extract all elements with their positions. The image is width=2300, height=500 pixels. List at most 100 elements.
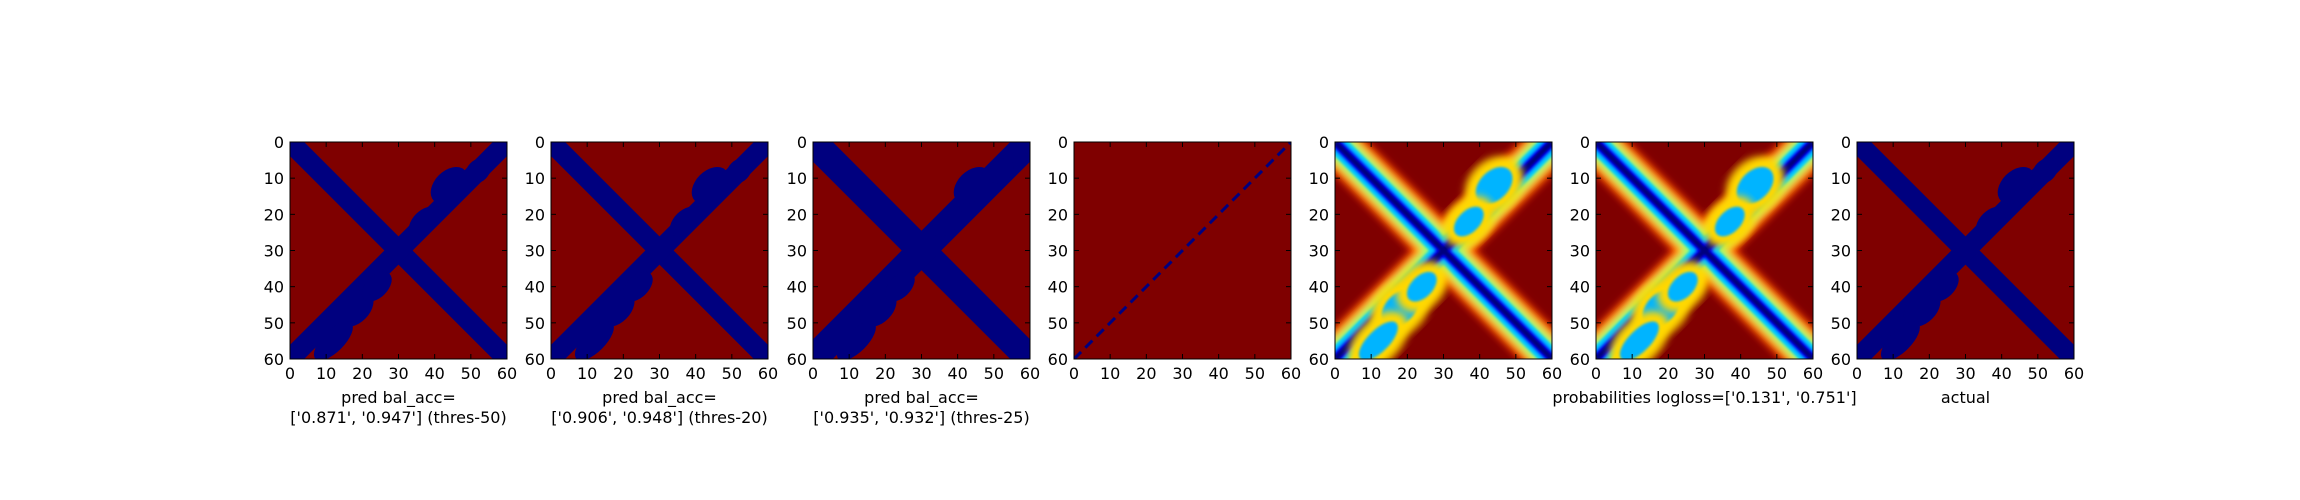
x-tick-label: 50 (1767, 364, 1787, 383)
y-tick-label: 40 (525, 278, 545, 297)
y-tick-label: 50 (787, 314, 807, 333)
y-tick-label: 0 (535, 133, 545, 152)
x-tick-label: 20 (875, 364, 895, 383)
panel-caption: pred bal_acc= (341, 388, 456, 408)
contact-blob (574, 321, 614, 359)
heatmap-image (551, 142, 768, 359)
y-tick-label: 50 (525, 314, 545, 333)
x-tick-label: 0 (808, 364, 818, 383)
contact-blob (953, 166, 991, 204)
contact-blob (691, 166, 729, 204)
x-tick-label: 0 (285, 364, 295, 383)
y-tick-label: 10 (1831, 169, 1851, 188)
x-tick-label: 10 (1361, 364, 1381, 383)
y-tick-label: 10 (787, 169, 807, 188)
y-tick-label: 50 (1570, 314, 1590, 333)
y-tick-label: 30 (1048, 242, 1068, 261)
y-tick-label: 0 (797, 133, 807, 152)
x-tick-label: 10 (1883, 364, 1903, 383)
x-tick-label: 40 (947, 364, 967, 383)
x-tick-label: 30 (1955, 364, 1975, 383)
contact-blob (1619, 321, 1659, 359)
x-tick-label: 30 (1694, 364, 1714, 383)
y-tick-label: 60 (525, 350, 545, 369)
x-tick-label: 40 (424, 364, 444, 383)
contact-blob (1975, 206, 2006, 237)
x-tick-label: 0 (546, 364, 556, 383)
panel-caption: probabilities logloss=['0.131', '0.751'] (1552, 388, 1856, 407)
y-tick-label: 0 (1841, 133, 1851, 152)
x-tick-label: 40 (685, 364, 705, 383)
x-tick-label: 10 (316, 364, 336, 383)
y-tick-label: 0 (1580, 133, 1590, 152)
x-tick-label: 0 (1069, 364, 1079, 383)
contact-blob (430, 166, 468, 204)
heatmap-image (1335, 142, 1552, 359)
y-tick-label: 20 (787, 205, 807, 224)
contact-blob (361, 271, 392, 302)
y-tick-label: 10 (1570, 169, 1590, 188)
y-tick-label: 50 (264, 314, 284, 333)
x-tick-label: 20 (1397, 364, 1417, 383)
y-tick-label: 10 (525, 169, 545, 188)
x-tick-label: 0 (1591, 364, 1601, 383)
x-tick-label: 60 (1542, 364, 1562, 383)
contact-blob (1736, 166, 1774, 204)
y-tick-label: 20 (525, 205, 545, 224)
contact-blob (1880, 321, 1920, 359)
heatmap-image (1596, 142, 1813, 359)
y-tick-label: 30 (787, 242, 807, 261)
contact-blob (1928, 271, 1959, 302)
panel-caption: pred bal_acc= (864, 388, 979, 408)
x-tick-label: 30 (911, 364, 931, 383)
y-tick-label: 20 (1309, 205, 1329, 224)
heatmap-panel-6: 0 10 20 30 40 50 600102030405060probabilities … (1552, 133, 1856, 407)
y-tick-label: 30 (1309, 242, 1329, 261)
panel-caption: ['0.906', '0.948'] (thres-20) (551, 408, 767, 427)
y-tick-label: 30 (264, 242, 284, 261)
heatmap-image (813, 142, 1030, 359)
x-tick-label: 30 (388, 364, 408, 383)
x-tick-label: 40 (1208, 364, 1228, 383)
x-tick-label: 20 (613, 364, 633, 383)
heatmap-image (1074, 142, 1291, 359)
y-tick-label: 20 (1048, 205, 1068, 224)
x-tick-label: 60 (1020, 364, 1040, 383)
y-tick-label: 60 (1831, 350, 1851, 369)
x-tick-label: 30 (1172, 364, 1192, 383)
x-tick-label: 10 (1622, 364, 1642, 383)
x-tick-label: 50 (1506, 364, 1526, 383)
contact-blob (465, 158, 491, 184)
y-tick-label: 50 (1048, 314, 1068, 333)
y-tick-label: 30 (525, 242, 545, 261)
y-tick-label: 60 (1309, 350, 1329, 369)
x-tick-label: 0 (1852, 364, 1862, 383)
x-tick-label: 50 (2028, 364, 2048, 383)
y-tick-label: 0 (274, 133, 284, 152)
y-tick-label: 0 (1319, 133, 1329, 152)
x-tick-label: 60 (2064, 364, 2084, 383)
contact-blob (1714, 206, 1745, 237)
y-tick-label: 60 (1048, 350, 1068, 369)
panel-caption: ['0.871', '0.947'] (thres-50) (290, 408, 506, 427)
y-tick-label: 60 (1570, 350, 1590, 369)
x-tick-label: 50 (984, 364, 1004, 383)
contact-blob (836, 321, 876, 359)
x-tick-label: 0 (1330, 364, 1340, 383)
y-tick-label: 40 (1309, 278, 1329, 297)
x-tick-label: 60 (1281, 364, 1301, 383)
x-tick-label: 10 (839, 364, 859, 383)
y-tick-label: 50 (1831, 314, 1851, 333)
contact-blob (726, 158, 752, 184)
contact-blob (931, 206, 962, 237)
x-tick-label: 60 (497, 364, 517, 383)
y-tick-label: 30 (1570, 242, 1590, 261)
contact-blob (988, 158, 1014, 184)
y-tick-label: 40 (787, 278, 807, 297)
